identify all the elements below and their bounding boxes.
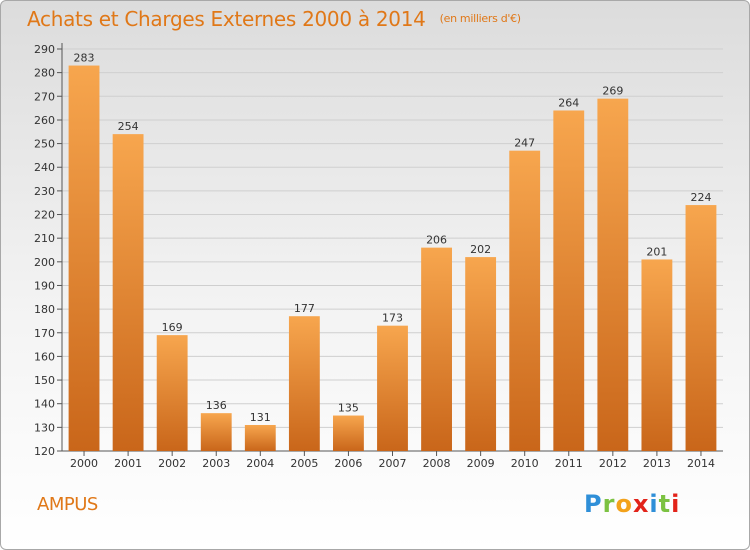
proxiti-logo: Proxiti: [584, 490, 681, 518]
y-tick-label: 160: [34, 350, 55, 363]
y-tick-label: 240: [34, 161, 55, 174]
commune-name: AMPUS: [37, 494, 98, 515]
bar: [597, 98, 629, 452]
data-label: 206: [426, 234, 447, 247]
y-tick-label: 120: [34, 445, 55, 458]
bar: [377, 325, 408, 451]
chart-title-text: Achats et Charges Externes 2000 à 2014: [27, 7, 426, 31]
data-label: 224: [690, 191, 711, 204]
axes: 120 130 140 150 160 170 180 190 200 210 220 230 240 2…: [34, 43, 723, 470]
y-tick-label: 140: [34, 398, 55, 411]
y-tick-label: 280: [34, 67, 55, 80]
x-tick-label: 2003: [202, 457, 230, 470]
x-tick-label: 2001: [114, 457, 142, 470]
bar: [156, 335, 188, 451]
x-tick-label: 2002: [158, 457, 186, 470]
data-label: 136: [206, 399, 227, 412]
y-tick-label: 190: [34, 279, 55, 292]
x-tick-label: 2013: [643, 457, 671, 470]
y-tick-label: 250: [34, 138, 55, 151]
bar: [553, 110, 585, 451]
data-label: 269: [602, 85, 623, 98]
data-label: 283: [74, 52, 95, 65]
bar: [333, 415, 364, 451]
x-tick-label: 2014: [687, 457, 715, 470]
bar: [200, 413, 232, 451]
data-label: 264: [558, 96, 579, 109]
bar: [244, 424, 276, 451]
y-tick-label: 210: [34, 232, 55, 245]
chart-title: Achats et Charges Externes 2000 à 2014 (…: [27, 7, 521, 31]
y-tick-label: 200: [34, 256, 55, 269]
bar: [112, 134, 144, 452]
bar: [509, 150, 541, 451]
x-tick-label: 2011: [555, 457, 583, 470]
x-tick-label: 2005: [290, 457, 318, 470]
data-label: 135: [338, 402, 359, 415]
x-tick-label: 2000: [70, 457, 98, 470]
x-tick-label: 2007: [379, 457, 407, 470]
data-label: 173: [382, 312, 403, 325]
x-tick-label: 2008: [423, 457, 451, 470]
y-tick-label: 220: [34, 209, 55, 222]
x-tick-label: 2009: [467, 457, 495, 470]
value-labels: 283 254 169 136 131 177 135 173 206 202 247 264 269 2…: [74, 52, 712, 424]
y-tick-label: 150: [34, 374, 55, 387]
y-tick-label: 170: [34, 327, 55, 340]
data-label: 131: [250, 411, 271, 424]
x-tick-label: 2010: [511, 457, 539, 470]
y-tick-label: 270: [34, 90, 55, 103]
data-label: 247: [514, 137, 535, 150]
x-tick-label: 2004: [246, 457, 274, 470]
data-label: 202: [470, 243, 491, 256]
data-label: 201: [646, 245, 667, 258]
bar: [421, 247, 452, 451]
y-tick-label: 180: [34, 303, 55, 316]
bar: [68, 65, 100, 451]
chart-subtitle: (en milliers d'€): [439, 12, 521, 25]
data-label: 169: [162, 321, 183, 334]
x-tick-label: 2006: [334, 457, 362, 470]
y-tick-label: 260: [34, 114, 55, 127]
bar: [685, 205, 717, 451]
y-tick-label: 130: [34, 421, 55, 434]
y-tick-label: 230: [34, 185, 55, 198]
bar: [641, 259, 673, 451]
data-label: 177: [294, 302, 315, 315]
data-label: 254: [118, 120, 139, 133]
bars: [68, 65, 717, 452]
x-tick-label: 2012: [599, 457, 627, 470]
y-tick-label: 290: [34, 43, 55, 56]
bar: [465, 257, 497, 451]
bar: [288, 316, 320, 451]
